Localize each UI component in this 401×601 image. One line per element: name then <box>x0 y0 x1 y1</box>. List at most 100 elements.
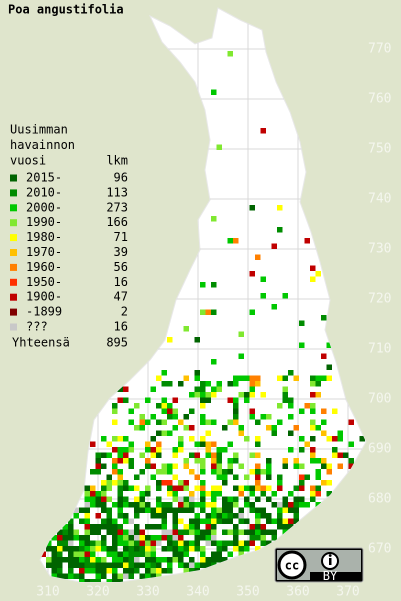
cell <box>139 419 145 425</box>
cell <box>128 546 134 552</box>
cell <box>106 513 112 519</box>
cell <box>337 436 343 442</box>
cell <box>200 469 206 475</box>
cell <box>145 458 151 464</box>
cell <box>95 540 101 546</box>
cell <box>194 452 200 458</box>
cell <box>90 469 96 475</box>
cell <box>266 463 272 469</box>
cell <box>90 568 96 574</box>
cell <box>266 540 272 546</box>
cell <box>315 381 321 387</box>
cell <box>321 375 327 381</box>
cell <box>277 513 283 519</box>
cell <box>172 524 178 530</box>
cell <box>101 452 107 458</box>
cell <box>238 513 244 519</box>
cell <box>101 562 107 568</box>
cell <box>321 315 327 321</box>
legend-label: -1899 <box>26 305 62 319</box>
cell <box>189 496 195 502</box>
cell <box>145 568 151 574</box>
total-count: 895 <box>106 336 128 350</box>
cell <box>211 452 217 458</box>
cell <box>255 419 261 425</box>
cell <box>249 271 255 277</box>
cell <box>84 491 90 497</box>
cell <box>255 529 261 535</box>
cell <box>172 408 178 414</box>
cell <box>227 441 233 447</box>
cell <box>150 463 156 469</box>
cell <box>315 458 321 464</box>
cell <box>172 397 178 403</box>
cell <box>255 507 261 513</box>
cell <box>46 562 52 568</box>
cell <box>189 392 195 398</box>
cell <box>255 546 261 552</box>
legend-count: 47 <box>114 290 128 304</box>
cell <box>244 375 250 381</box>
cell <box>128 458 134 464</box>
cell <box>211 485 217 491</box>
cell <box>117 458 123 464</box>
cell <box>222 529 228 535</box>
cell <box>271 304 277 310</box>
cell <box>238 518 244 524</box>
cell <box>84 485 90 491</box>
cell <box>194 386 200 392</box>
cell <box>123 551 129 557</box>
cell <box>161 546 167 552</box>
cell <box>282 524 288 530</box>
cell <box>216 546 222 552</box>
cell <box>178 557 184 563</box>
cell <box>211 496 217 502</box>
cell <box>150 557 156 563</box>
cell <box>321 480 327 486</box>
x-axis-label: 310 <box>36 585 59 600</box>
cell <box>79 546 85 552</box>
cell <box>95 557 101 563</box>
cell <box>106 474 112 480</box>
cell <box>205 518 211 524</box>
cell <box>205 430 211 436</box>
cell <box>304 238 310 244</box>
cell <box>211 529 217 535</box>
cell <box>227 529 233 535</box>
y-axis-label: 760 <box>368 92 391 107</box>
cell <box>106 441 112 447</box>
cell <box>112 557 118 563</box>
cell <box>134 425 140 431</box>
cell <box>167 485 173 491</box>
cell <box>101 480 107 486</box>
cell <box>101 496 107 502</box>
cell <box>117 529 123 535</box>
cell <box>150 540 156 546</box>
cell <box>233 408 239 414</box>
cell <box>134 524 140 530</box>
cell <box>117 469 123 475</box>
cell <box>255 518 261 524</box>
cell <box>260 276 266 282</box>
cell <box>216 463 222 469</box>
cell <box>112 419 118 425</box>
cell <box>271 518 277 524</box>
cell <box>271 425 277 431</box>
cell <box>62 535 68 541</box>
cell <box>123 573 129 579</box>
cell <box>293 513 299 519</box>
cell <box>299 496 305 502</box>
cell <box>194 441 200 447</box>
cell <box>46 540 52 546</box>
cell <box>233 502 239 508</box>
cell <box>222 502 228 508</box>
cell <box>178 546 184 552</box>
cell <box>68 568 74 574</box>
cell <box>172 414 178 420</box>
cell <box>189 502 195 508</box>
cell <box>244 540 250 546</box>
cell <box>134 557 140 563</box>
cell <box>68 562 74 568</box>
cell <box>134 485 140 491</box>
cell <box>150 568 156 574</box>
